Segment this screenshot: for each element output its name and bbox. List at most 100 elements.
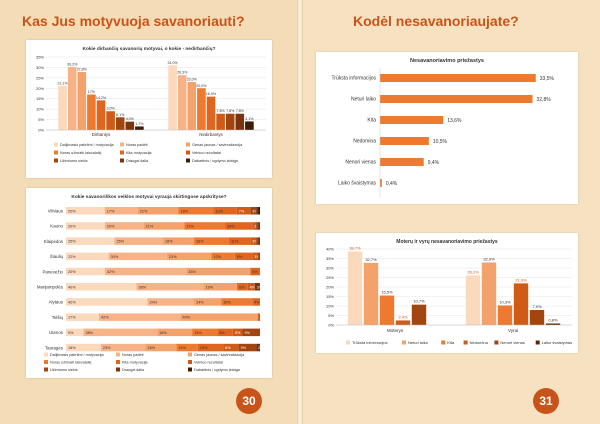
stacked-segment xyxy=(256,343,260,352)
segment-label: 1% xyxy=(258,209,264,213)
segment-label: 19% xyxy=(206,285,214,289)
stacked-segment xyxy=(66,237,115,245)
stacked-segment xyxy=(104,222,144,230)
category-label: Kauno xyxy=(50,224,63,229)
segment-label: 18% xyxy=(181,209,189,213)
category-label: Šiaulių xyxy=(50,254,64,259)
stacked-segment xyxy=(66,298,148,306)
segment-label: 22% xyxy=(68,255,76,259)
legend-swatch xyxy=(494,340,499,345)
y-tick-label: 15% xyxy=(36,96,44,101)
bar xyxy=(115,117,125,130)
segment-label: 42% xyxy=(68,301,76,305)
legend-swatch xyxy=(186,158,190,163)
legend-label: Noras padėti xyxy=(122,353,144,357)
stacked-segment xyxy=(104,207,138,215)
bar xyxy=(197,88,206,130)
segment-label: 11% xyxy=(179,346,187,350)
legend-label: Neturi laiko xyxy=(408,340,429,345)
data-label: 32,9% xyxy=(483,256,495,261)
segment-label: 24% xyxy=(149,301,157,305)
legend-label: Kita motyvacija xyxy=(122,361,148,365)
data-label: 17% xyxy=(88,90,96,94)
legend-label: Nedomina xyxy=(470,340,489,345)
segment-label: 18% xyxy=(159,331,167,335)
stacked-segment xyxy=(66,313,99,321)
stacked-segment xyxy=(157,328,193,337)
stacked-segment xyxy=(252,298,260,306)
stacked-segment xyxy=(197,343,224,352)
segment-label: 5% xyxy=(252,270,258,274)
segment-label: 2% xyxy=(258,346,264,350)
data-label: 33,5% xyxy=(540,76,555,82)
legend-label: Dalijimasis patirtimi / motyvacija xyxy=(50,353,104,357)
data-label: 10,5% xyxy=(433,139,448,145)
segment-label: 42% xyxy=(101,316,109,320)
bar xyxy=(513,283,529,325)
legend-label: Draugai šalia xyxy=(122,368,145,372)
data-label: 7,9% xyxy=(532,304,542,309)
category-label: Klaipėdos xyxy=(44,239,64,244)
reasons-gender-chart: Moterų ir vyrų nesavanoriavimo priežasty… xyxy=(326,239,572,345)
segment-label: 4% xyxy=(250,285,256,289)
segment-label: 9% xyxy=(245,331,251,335)
segment-label: 9% xyxy=(237,255,243,259)
stacked-segment xyxy=(66,222,105,230)
category-label: Utenos xyxy=(49,330,64,335)
bar xyxy=(380,95,533,103)
category-label: Trūksta informacijos xyxy=(331,76,376,82)
stacked-segment xyxy=(136,283,204,291)
legend-label: Dabartinis / ugdymo įstaiga xyxy=(192,159,239,163)
bar xyxy=(465,275,481,325)
stacked-segment xyxy=(203,283,238,291)
bar xyxy=(77,72,87,130)
y-tick-label: 20% xyxy=(36,86,44,91)
legend-label: Noras užimaiti laisvalaikį xyxy=(50,361,92,365)
data-label: 20,0% xyxy=(196,84,207,88)
legend-swatch xyxy=(120,150,124,155)
stacked-segment xyxy=(256,237,259,245)
bar xyxy=(135,126,144,130)
legend-swatch xyxy=(120,158,124,163)
stacked-segment xyxy=(114,237,163,245)
data-label: 0,4% xyxy=(386,181,398,187)
stacked-segment xyxy=(250,237,257,245)
segment-label: 5% xyxy=(235,331,241,335)
segment-label: 9% xyxy=(241,346,247,350)
segment-label: 16% xyxy=(223,301,231,305)
stacked-segment xyxy=(258,222,260,230)
stacked-segment xyxy=(180,313,259,321)
segment-label: 17% xyxy=(107,209,115,213)
bar xyxy=(96,100,106,130)
bar xyxy=(67,67,77,130)
data-label: 2,4% xyxy=(398,314,408,319)
legend-swatch xyxy=(44,352,48,357)
reasons-card: Nesavanoriavimo priežastys Trūksta inform… xyxy=(316,52,578,204)
segment-label: 6% xyxy=(239,285,245,289)
category-label: Telšių xyxy=(52,315,64,320)
data-label: 7,8% xyxy=(216,109,225,113)
bar xyxy=(379,295,395,325)
y-tick-label: 5% xyxy=(328,313,334,318)
bar xyxy=(225,113,235,130)
bar xyxy=(187,82,197,130)
data-label: 21,9% xyxy=(515,277,527,282)
stacked-segment xyxy=(104,267,187,276)
bar xyxy=(206,96,216,130)
category-label: Tauragės xyxy=(45,345,64,350)
y-tick-label: 10% xyxy=(326,304,334,309)
segment-label: 38% xyxy=(85,331,93,335)
legend-label: Genas jaunas / savirealizacija xyxy=(194,353,245,357)
segment-label: 20% xyxy=(68,225,76,229)
category-label: Alytaus xyxy=(49,300,64,305)
data-label: 10,3% xyxy=(499,299,511,304)
segment-label: 40% xyxy=(68,285,76,289)
data-label: 32,7% xyxy=(365,257,377,262)
stacked-segment xyxy=(221,298,253,306)
data-label: 9,0% xyxy=(106,107,115,111)
motivation-groups-chart: Kokie dirbančių savanorių motyvai, o kok… xyxy=(36,46,266,163)
stacked-segment xyxy=(242,328,260,337)
stacked-segment xyxy=(98,313,181,321)
segment-label: 7% xyxy=(239,209,245,213)
stacked-segment xyxy=(252,252,259,261)
